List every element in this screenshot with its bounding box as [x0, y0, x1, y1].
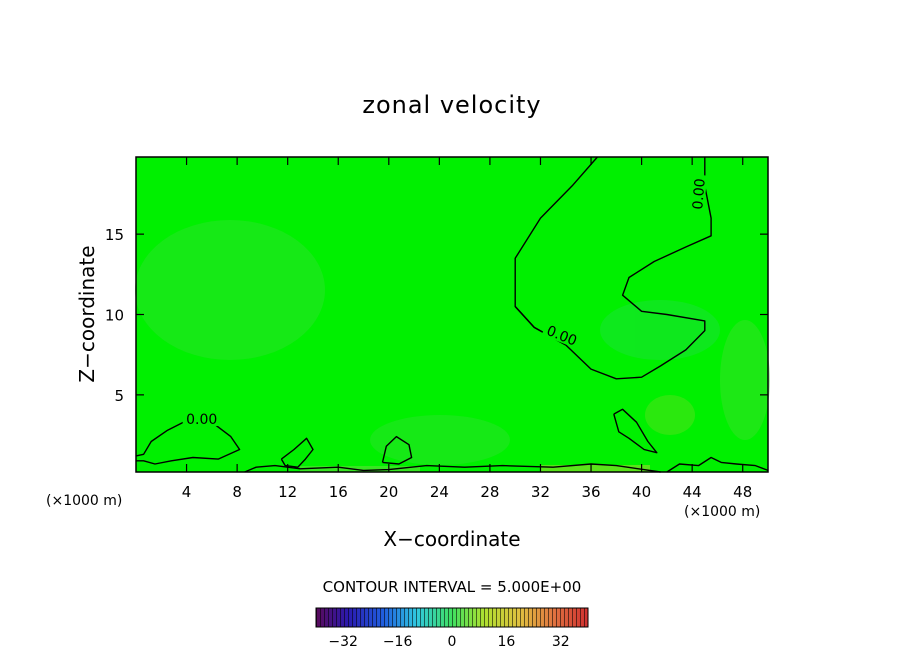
x-tick-label: 24: [430, 483, 449, 501]
shade-patch: [645, 395, 695, 435]
left-zero-contour: [135, 419, 241, 465]
colorbar-tick-label: −32: [328, 634, 358, 650]
x-tick-label: 44: [683, 483, 702, 501]
x-tick-label: 40: [632, 483, 651, 501]
warm-band: [540, 465, 650, 472]
contour-interval-text: CONTOUR INTERVAL = 5.000E+00: [323, 578, 582, 596]
x-tick-label: 20: [379, 483, 398, 501]
bottom-zero-contour: [244, 463, 661, 473]
shade-patch: [370, 415, 510, 465]
contour-label: 0.00: [186, 412, 217, 428]
x-unit-right: (×1000 m): [684, 504, 760, 520]
chart-title: zonal velocity: [362, 91, 541, 119]
plot-area: 0.000.000.00: [135, 156, 770, 473]
x-tick-label: 48: [733, 483, 752, 501]
axis-ticks: [136, 157, 768, 472]
x-tick-labels: 4 8 12 16 20 24 28 32 36 40 44 48: [182, 483, 752, 501]
x-tick-label: 28: [480, 483, 499, 501]
upper-zero-contour: [514, 156, 712, 380]
x-tick-label: 32: [531, 483, 550, 501]
warm-band: [300, 466, 420, 472]
colorbar-tick-labels: −32 −16 0 16 32: [328, 634, 569, 650]
contour-label: 0.00: [690, 178, 709, 210]
x-tick-label: 4: [182, 483, 192, 501]
contour-label-bg: [182, 409, 221, 426]
shade-patch: [720, 320, 770, 440]
x-tick-label: 36: [581, 483, 600, 501]
shade-patch: [135, 220, 325, 360]
field-shading: [135, 220, 770, 465]
y-tick-label: 5: [114, 387, 124, 405]
colorbar-segments: [316, 608, 588, 627]
colorbar-frame: [315, 607, 589, 628]
blob-contour-20: [381, 435, 413, 465]
x-tick-label: 8: [232, 483, 242, 501]
y-tick-label: 10: [105, 307, 124, 325]
colorbar: −32 −16 0 16 32: [315, 607, 589, 650]
x-tick-label: 12: [278, 483, 297, 501]
y-tick-labels: 5 10 15: [105, 226, 124, 405]
blob-contour-38: [613, 408, 658, 454]
bottom-warm-band: [300, 465, 650, 472]
y-tick-label: 15: [105, 226, 124, 244]
shade-patch: [600, 300, 720, 360]
x-axis-label: X−coordinate: [383, 527, 520, 551]
contour-lines: 0.000.000.00: [135, 156, 769, 473]
colorbar-tick-label: 0: [448, 634, 457, 650]
x-unit-left: (×1000 m): [46, 493, 122, 509]
colorbar-tick-label: −16: [383, 634, 413, 650]
y-axis-label: Z−coordinate: [75, 245, 99, 382]
right-zero-contour: [666, 456, 769, 473]
colorbar-tick-label: 32: [552, 634, 570, 650]
x-tick-label: 16: [329, 483, 348, 501]
contour-label-bg: [687, 174, 708, 214]
colorbar-tick-label: 16: [497, 634, 515, 650]
contour-label-bg: [541, 319, 583, 350]
